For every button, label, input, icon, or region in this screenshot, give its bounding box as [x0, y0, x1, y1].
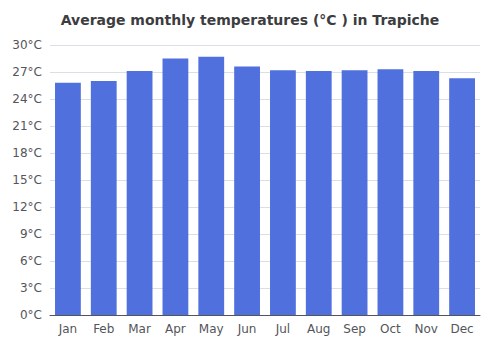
svg-text:24°C: 24°C — [12, 92, 42, 106]
svg-text:6°C: 6°C — [20, 254, 42, 268]
svg-text:30°C: 30°C — [12, 38, 42, 52]
svg-text:Nov: Nov — [415, 322, 438, 336]
svg-text:Dec: Dec — [450, 322, 473, 336]
svg-text:Oct: Oct — [380, 322, 401, 336]
svg-text:3°C: 3°C — [20, 281, 42, 295]
svg-text:Average monthly temperatures (: Average monthly temperatures (°C ) in Tr… — [61, 12, 440, 28]
svg-text:0°C: 0°C — [20, 308, 42, 322]
svg-text:9°C: 9°C — [20, 227, 42, 241]
svg-text:15°C: 15°C — [12, 173, 42, 187]
svg-text:21°C: 21°C — [12, 119, 42, 133]
svg-text:Apr: Apr — [165, 322, 186, 336]
svg-text:May: May — [199, 322, 224, 336]
svg-text:18°C: 18°C — [12, 146, 42, 160]
svg-text:Aug: Aug — [307, 322, 330, 336]
svg-text:Jun: Jun — [237, 322, 257, 336]
svg-text:Jul: Jul — [275, 322, 290, 336]
svg-text:Mar: Mar — [128, 322, 151, 336]
svg-text:Feb: Feb — [93, 322, 114, 336]
svg-text:Jan: Jan — [58, 322, 78, 336]
svg-text:12°C: 12°C — [12, 200, 42, 214]
svg-text:Sep: Sep — [343, 322, 366, 336]
svg-text:27°C: 27°C — [12, 65, 42, 79]
